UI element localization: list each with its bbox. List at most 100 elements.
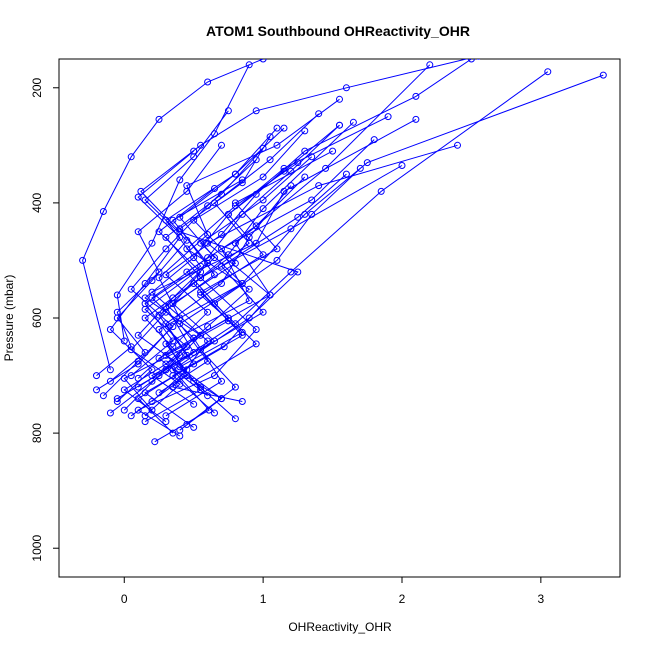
data-point bbox=[294, 268, 302, 276]
data-point bbox=[238, 280, 246, 287]
data-point bbox=[155, 372, 163, 380]
data-point bbox=[120, 406, 128, 414]
data-point bbox=[231, 170, 239, 178]
data-point bbox=[155, 311, 163, 319]
data-point bbox=[231, 383, 239, 391]
data-point bbox=[162, 418, 170, 426]
data-point bbox=[266, 133, 274, 141]
data-point bbox=[287, 225, 295, 233]
data-point bbox=[106, 377, 114, 385]
series-line bbox=[82, 59, 264, 370]
data-point bbox=[134, 228, 142, 236]
x-tick-label: 0 bbox=[121, 592, 128, 606]
data-point bbox=[349, 118, 357, 126]
series-line bbox=[186, 173, 347, 425]
chart-title: ATOM1 Southbound OHReactivity_OHR bbox=[206, 23, 470, 39]
data-point bbox=[238, 179, 246, 187]
data-point bbox=[259, 144, 267, 152]
series-line bbox=[165, 113, 320, 388]
data-point bbox=[273, 141, 281, 149]
data-point bbox=[190, 349, 198, 356]
data-point bbox=[190, 280, 198, 287]
plot-area bbox=[79, 59, 607, 446]
data-point bbox=[204, 202, 212, 210]
data-point bbox=[315, 182, 323, 190]
data-point bbox=[454, 141, 461, 149]
data-point bbox=[204, 254, 212, 262]
data-point bbox=[280, 124, 288, 132]
data-point bbox=[148, 406, 156, 414]
data-point bbox=[141, 280, 149, 287]
data-point bbox=[245, 239, 253, 247]
data-point bbox=[336, 121, 343, 129]
data-point bbox=[315, 110, 323, 118]
data-point bbox=[106, 409, 114, 417]
data-point bbox=[141, 294, 149, 302]
series-line bbox=[151, 118, 417, 402]
series-10 bbox=[162, 61, 434, 420]
data-point bbox=[599, 71, 607, 79]
data-point bbox=[162, 271, 170, 279]
data-point bbox=[148, 239, 156, 247]
series-line bbox=[110, 121, 354, 414]
data-point bbox=[141, 305, 149, 313]
data-point bbox=[113, 398, 121, 405]
data-point bbox=[148, 398, 156, 405]
data-point bbox=[266, 291, 274, 299]
data-point bbox=[426, 61, 434, 69]
data-point bbox=[93, 372, 100, 380]
data-point bbox=[169, 429, 177, 437]
data-point bbox=[218, 190, 225, 198]
data-point bbox=[370, 136, 378, 144]
data-point bbox=[169, 216, 177, 224]
y-tick-label: 800 bbox=[30, 423, 44, 443]
data-point bbox=[218, 245, 225, 253]
data-point bbox=[252, 326, 260, 333]
data-point bbox=[106, 326, 114, 333]
data-point bbox=[134, 406, 142, 414]
y-axis: 200 400 600 800 1000 bbox=[30, 77, 59, 562]
data-point bbox=[169, 343, 177, 351]
data-point bbox=[266, 156, 274, 164]
data-point bbox=[211, 337, 218, 345]
data-point bbox=[190, 360, 198, 368]
data-point bbox=[294, 213, 302, 221]
data-point bbox=[197, 383, 205, 391]
series-4 bbox=[127, 71, 607, 420]
data-point bbox=[467, 59, 475, 63]
plot-frame bbox=[58, 58, 621, 578]
data-point bbox=[169, 372, 177, 380]
data-point bbox=[183, 236, 191, 244]
data-point bbox=[183, 268, 191, 276]
data-point bbox=[412, 115, 420, 123]
data-point bbox=[127, 412, 135, 420]
data-point bbox=[190, 377, 198, 385]
data-point bbox=[99, 208, 107, 215]
data-point bbox=[176, 176, 184, 184]
data-point bbox=[141, 314, 149, 322]
series-30 bbox=[162, 110, 323, 391]
data-point bbox=[280, 167, 288, 175]
data-point bbox=[273, 245, 281, 253]
series-7 bbox=[134, 162, 406, 440]
data-point bbox=[127, 285, 135, 293]
data-point bbox=[211, 254, 218, 262]
data-point bbox=[252, 107, 260, 115]
data-point bbox=[342, 170, 350, 178]
x-tick-label: 1 bbox=[260, 592, 267, 606]
data-point bbox=[273, 124, 281, 132]
data-point bbox=[336, 95, 343, 103]
data-point bbox=[127, 346, 135, 354]
y-axis-label: Pressure (mbar) bbox=[2, 275, 16, 362]
x-axis-label: OHReactivity_OHR bbox=[288, 620, 392, 634]
data-point bbox=[148, 294, 156, 302]
data-point bbox=[190, 400, 198, 408]
data-point bbox=[384, 113, 392, 121]
data-point bbox=[155, 268, 163, 276]
data-point bbox=[134, 193, 142, 201]
series-line bbox=[110, 110, 229, 382]
data-point bbox=[377, 187, 385, 195]
data-point bbox=[190, 423, 198, 431]
data-point bbox=[197, 239, 205, 247]
